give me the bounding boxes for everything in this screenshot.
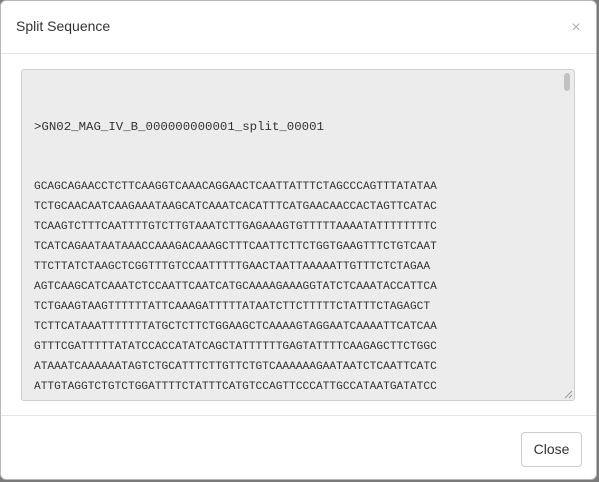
sequence-textarea[interactable]: >GN02_MAG_IV_B_000000000001_split_00001 … <box>21 69 575 401</box>
sequence-line: TGAGTTTTTTTATCTTGTTTTTCTATGTAATAGCAATTAT… <box>34 397 562 400</box>
close-icon[interactable]: × <box>571 19 581 36</box>
sequence-line: TCTGCAACAATCAAGAAATAAGCATCAAATCACATTTCAT… <box>34 201 437 213</box>
sequence-line: GTTTCGATTTTTATATCCACCATATCAGCTATTTTTTGAG… <box>34 341 437 353</box>
dialog-title: Split Sequence <box>16 18 111 34</box>
sequence-line: TCAAGTCTTTCAATTTTGTCTTGTAAATCTTGAGAAAGTG… <box>34 221 437 233</box>
textarea-scrollbar[interactable] <box>563 72 572 396</box>
sequence-line: TCATCAGAATAATAAACCAAAGACAAAGCTTTCAATTCTT… <box>34 241 437 253</box>
sequence-line: TCTGAAGTAAGTTTTTTATTCAAAGATTTTTATAATCTTC… <box>34 301 431 313</box>
sequence-line: ATTGTAGGTCTGTCTGGATTTTCTATTTCATGTCCAGTTC… <box>34 381 437 393</box>
sequence-line: GCAGCAGAACCTCTTCAAGGTCAAACAGGAACTCAATTAT… <box>34 181 437 193</box>
resize-grip-icon[interactable] <box>564 390 573 399</box>
dialog-header: Split Sequence × <box>1 1 596 54</box>
sequence-line: AGTCAAGCATCAAATCTCCAATTCAATCATGCAAAAGAAA… <box>34 281 437 293</box>
sequence-text: >GN02_MAG_IV_B_000000000001_split_00001 … <box>34 77 562 400</box>
dialog-body: >GN02_MAG_IV_B_000000000001_split_00001 … <box>1 54 596 415</box>
sequence-line: TTCTTATCTAAGCTCGGTTTGTCCAATTTTTGAACTAATT… <box>34 261 431 273</box>
dialog-footer: Close <box>1 415 596 479</box>
close-button[interactable]: Close <box>521 432 582 467</box>
sequence-line: TCTTCATAAATTTTTTTATGCTCTTCTGGAAGCTCAAAAG… <box>34 321 437 333</box>
sequence-header-line: >GN02_MAG_IV_B_000000000001_split_00001 <box>34 120 324 134</box>
scrollbar-thumb[interactable] <box>564 73 570 91</box>
sequence-line: ATAAATCAAAAAATAGTCTGCATTTCTTGTTCTGTCAAAA… <box>34 361 437 373</box>
